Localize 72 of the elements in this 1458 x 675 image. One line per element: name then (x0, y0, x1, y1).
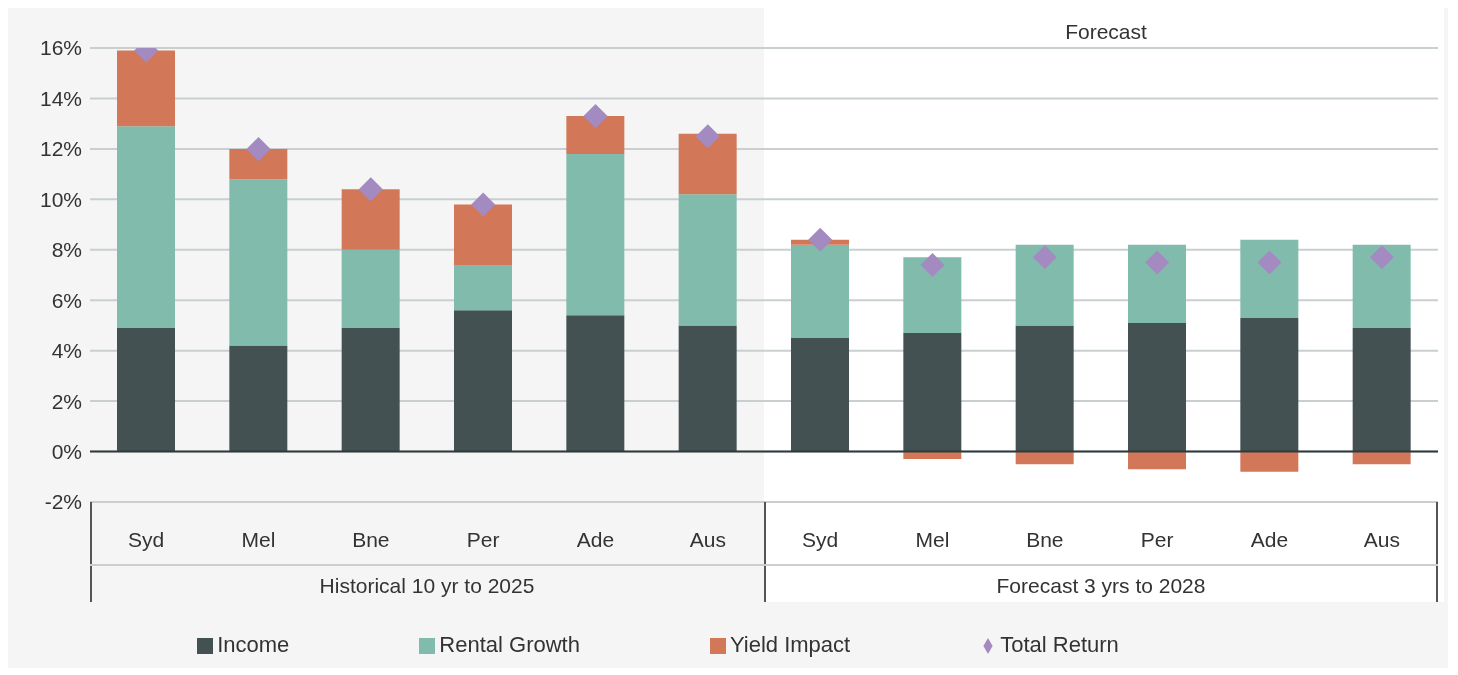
bar (903, 333, 962, 452)
text: Historical 10 yr to 2025 (318, 574, 536, 598)
x-tick-label: Bne (352, 527, 390, 551)
y-tick-label: 2% (51, 389, 82, 413)
x-tick-label: Ade (576, 527, 615, 551)
bar (678, 194, 737, 326)
bar (1128, 322, 1186, 452)
y-tick-label: 14% (39, 86, 82, 110)
x-tick-label: Per (1140, 527, 1174, 551)
point (695, 124, 720, 149)
bar (1128, 244, 1186, 323)
x-tick-label: Aus (689, 527, 726, 551)
bar (1352, 327, 1411, 452)
point (1145, 250, 1170, 275)
bar (341, 189, 400, 250)
y-tick-label: 0% (51, 440, 82, 464)
x-tick-label: Bne (1026, 527, 1064, 551)
bar (229, 345, 288, 452)
point (808, 227, 833, 252)
legend-label: Total Return (1000, 632, 1119, 657)
y-tick-label: 4% (51, 339, 82, 363)
bar (903, 257, 962, 334)
point (583, 104, 608, 129)
bar (678, 325, 737, 452)
bar (566, 116, 625, 154)
bar (1240, 239, 1299, 318)
bar (341, 249, 400, 328)
bar (1015, 244, 1074, 326)
bar (1240, 317, 1299, 452)
text: Forecast (1064, 20, 1148, 44)
y-tick-label: 12% (39, 137, 82, 161)
bar (566, 153, 625, 316)
bar (117, 327, 175, 452)
point (920, 252, 945, 277)
legend-label: Income (217, 632, 290, 657)
bar (117, 50, 175, 127)
y-tick-label: 8% (51, 238, 82, 262)
point (1369, 245, 1394, 270)
x-tick-label: Syd (802, 527, 839, 551)
bar (454, 310, 512, 452)
bar (1352, 244, 1411, 328)
bar (454, 204, 512, 265)
y-tick-label: 6% (51, 288, 82, 312)
point (246, 136, 271, 161)
y-tick-label: -2% (44, 490, 82, 514)
y-tick-label: 16% (39, 36, 82, 60)
bar (791, 338, 849, 452)
x-tick-label: Syd (128, 527, 165, 551)
point (358, 177, 383, 202)
bar (341, 327, 400, 452)
x-tick-label: Per (466, 527, 500, 551)
bar (1240, 451, 1299, 472)
x-tick-label: Mel (915, 527, 950, 551)
point (1032, 245, 1057, 270)
bar (1015, 325, 1074, 452)
x-tick-label: Aus (1363, 527, 1400, 551)
bar (229, 148, 288, 180)
bar (791, 244, 849, 339)
legend-label: Rental Growth (439, 632, 580, 657)
bar (1128, 451, 1186, 470)
bar (678, 133, 737, 195)
bar (566, 315, 625, 452)
text: Forecast 3 yrs to 2028 (995, 574, 1207, 598)
point (471, 192, 496, 217)
y-tick-label: 10% (39, 187, 82, 211)
x-tick-label: Mel (241, 527, 276, 551)
bar (454, 264, 512, 311)
bar (117, 126, 175, 328)
bar (229, 179, 288, 346)
legend-label: Yield Impact (729, 632, 851, 657)
x-tick-label: Ade (1250, 527, 1289, 551)
point (1257, 250, 1282, 275)
